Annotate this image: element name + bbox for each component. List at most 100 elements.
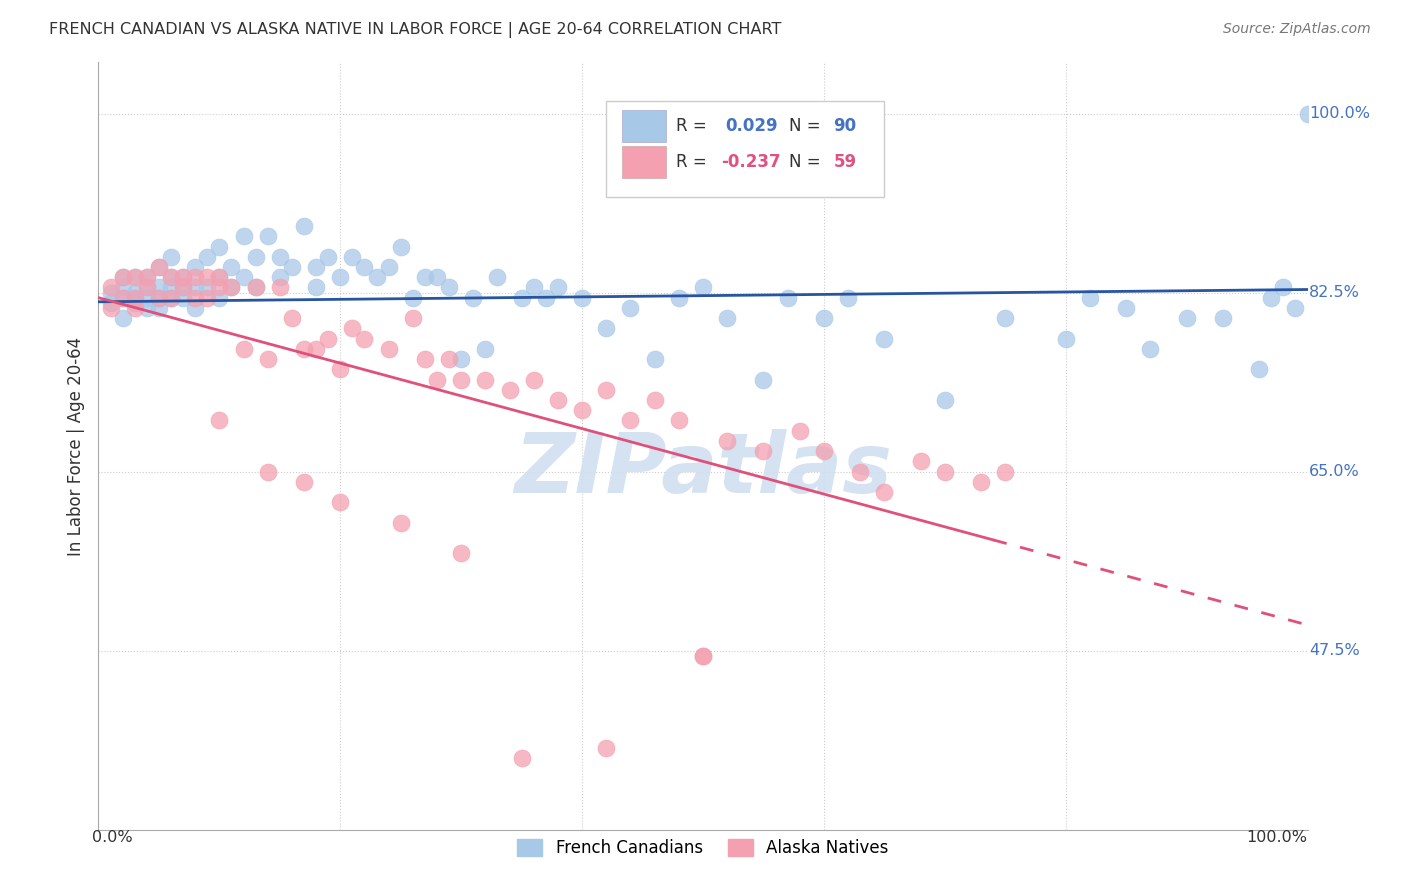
Point [619,301,641,315]
Point [450,352,472,367]
Point [873,485,896,500]
Text: ZIPatlas: ZIPatlas [515,428,891,509]
Point [389,516,412,530]
Point [221,280,243,294]
Point [111,291,134,305]
Point [813,444,835,458]
Point [813,311,835,326]
Point [111,270,134,285]
Point [450,372,472,386]
Point [1139,342,1161,356]
Point [269,280,291,294]
Text: N =: N = [789,153,825,171]
Point [269,250,291,264]
Point [366,270,388,285]
Point [413,270,436,285]
Point [195,250,218,264]
Point [124,270,146,285]
Point [256,229,278,244]
Point [692,280,714,294]
Point [111,311,134,326]
Point [208,280,231,294]
Text: FRENCH CANADIAN VS ALASKA NATIVE IN LABOR FORCE | AGE 20-64 CORRELATION CHART: FRENCH CANADIAN VS ALASKA NATIVE IN LABO… [49,22,782,38]
Point [450,546,472,560]
Point [595,321,617,335]
Point [668,413,690,427]
Point [135,270,157,285]
Point [184,301,207,315]
Point [426,372,449,386]
Point [172,270,194,285]
Point [148,280,170,294]
Point [994,311,1017,326]
Point [619,413,641,427]
Point [111,270,134,285]
Point [124,301,146,315]
Point [124,285,146,300]
Point [994,465,1017,479]
Point [148,291,170,305]
Point [148,260,170,274]
Point [849,465,872,479]
Point [644,392,666,407]
Y-axis label: In Labor Force | Age 20-64: In Labor Force | Age 20-64 [66,336,84,556]
Point [100,301,122,315]
Text: 0.0%: 0.0% [93,830,134,845]
Point [692,648,714,663]
Point [135,301,157,315]
Point [184,280,207,294]
Text: 65.0%: 65.0% [1309,464,1360,479]
Point [752,444,775,458]
Point [353,260,375,274]
Text: 47.5%: 47.5% [1309,643,1360,658]
Text: R =: R = [676,117,713,135]
Point [1272,280,1295,294]
Point [547,392,569,407]
Text: 100.0%: 100.0% [1247,830,1308,845]
Point [342,250,364,264]
Point [463,291,485,305]
Point [245,280,267,294]
Point [245,250,267,264]
Point [571,403,593,417]
FancyBboxPatch shape [621,146,665,178]
Point [172,270,194,285]
Point [377,342,399,356]
Point [595,383,617,397]
Point [413,352,436,367]
Point [1175,311,1198,326]
Point [510,291,533,305]
Point [111,280,134,294]
Point [232,342,254,356]
Point [353,332,375,346]
Text: N =: N = [789,117,825,135]
Text: 100.0%: 100.0% [1309,106,1369,121]
Point [135,291,157,305]
Point [644,352,666,367]
Point [329,362,352,376]
Point [910,454,932,468]
Point [195,291,218,305]
Point [208,270,231,285]
Point [474,372,496,386]
Point [316,250,339,264]
FancyBboxPatch shape [621,110,665,142]
Point [124,270,146,285]
Point [1078,291,1101,305]
Point [111,291,134,305]
Point [668,291,690,305]
Point [292,475,315,489]
Point [256,352,278,367]
Point [172,280,194,294]
Point [135,280,157,294]
Point [595,740,617,755]
Point [100,280,122,294]
Point [135,270,157,285]
Text: 59: 59 [834,153,856,171]
Point [523,280,546,294]
Point [1284,301,1306,315]
Point [547,280,569,294]
FancyBboxPatch shape [606,101,884,197]
Point [510,751,533,765]
Point [498,383,520,397]
